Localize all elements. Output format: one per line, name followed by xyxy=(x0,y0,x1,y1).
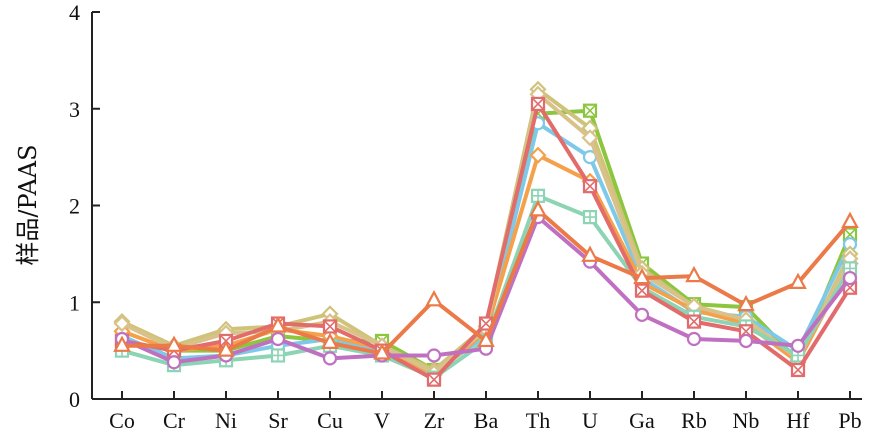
data-point-triangle xyxy=(737,294,755,312)
x-category-label: Ba xyxy=(474,408,499,432)
y-tick-label: 2 xyxy=(69,194,80,219)
y-tick-label: 1 xyxy=(69,290,80,315)
data-point-diamond xyxy=(529,146,547,164)
x-category-label: V xyxy=(374,408,390,432)
x-category-label: Hf xyxy=(786,408,810,432)
series-9 xyxy=(113,200,859,360)
y-tick-label: 4 xyxy=(69,0,80,25)
data-point-triangle xyxy=(841,211,859,229)
data-point-triangle xyxy=(269,316,287,333)
data-point-circle xyxy=(790,338,806,353)
data-point-triangle xyxy=(217,340,235,357)
data-point-square-cross xyxy=(531,97,545,111)
x-category-label: Nb xyxy=(733,408,760,432)
data-point-square-cross xyxy=(323,319,337,334)
data-point-circle xyxy=(634,307,650,322)
x-category-label: Sr xyxy=(268,408,288,432)
x-category-label: Th xyxy=(526,408,550,432)
data-point-circle xyxy=(686,331,702,347)
y-tick-label: 3 xyxy=(69,97,80,122)
data-point-triangle xyxy=(113,335,131,352)
data-point-triangle xyxy=(477,330,495,348)
x-category-label: Co xyxy=(109,408,135,432)
data-point-triangle xyxy=(581,245,599,262)
data-point-diamond xyxy=(113,314,131,333)
data-point-square-plus xyxy=(272,349,284,362)
data-point-circle xyxy=(270,331,286,347)
data-point-circle xyxy=(166,355,182,370)
data-point-triangle xyxy=(321,332,339,349)
x-category-label: Pb xyxy=(838,408,861,432)
data-point-triangle xyxy=(529,200,547,217)
data-point-square-plus xyxy=(532,189,544,202)
data-point-triangle xyxy=(789,272,807,289)
data-point-triangle xyxy=(165,335,183,352)
x-category-label: Ni xyxy=(215,408,237,432)
data-point-triangle xyxy=(373,343,391,360)
series-layer xyxy=(113,80,859,387)
labels: 0 1 2 3 4 Co Cr Ni Sr Cu V Zr Ba Th U Ga Rb Nb Hf Pb 样品/PAAS xyxy=(14,0,862,432)
axes xyxy=(91,11,862,400)
data-point-square-cross xyxy=(791,363,805,377)
y-axis-title: 样品/PAAS xyxy=(14,144,42,265)
x-category-label: Zr xyxy=(424,408,445,432)
data-point-square-cross xyxy=(583,104,597,118)
data-point-square-cross xyxy=(635,284,649,298)
data-point-diamond xyxy=(581,129,599,147)
x-category-label: Ga xyxy=(629,408,655,432)
data-point-square-cross xyxy=(583,179,597,193)
data-point-square-plus xyxy=(584,211,596,224)
data-point-circle xyxy=(842,270,858,286)
data-point-circle xyxy=(738,333,754,349)
x-category-label: Cr xyxy=(163,408,186,432)
data-point-triangle xyxy=(685,265,703,283)
data-point-circle xyxy=(322,351,338,366)
data-point-square-cross xyxy=(427,373,441,387)
data-point-square-cross xyxy=(687,315,701,329)
y-tick-label: 0 xyxy=(69,387,80,412)
data-point-triangle xyxy=(633,267,651,285)
data-point-triangle xyxy=(425,289,443,307)
x-category-label: Rb xyxy=(681,408,707,432)
x-category-label: Cu xyxy=(317,408,343,432)
x-category-label: U xyxy=(582,408,598,432)
data-point-circle xyxy=(426,348,442,363)
